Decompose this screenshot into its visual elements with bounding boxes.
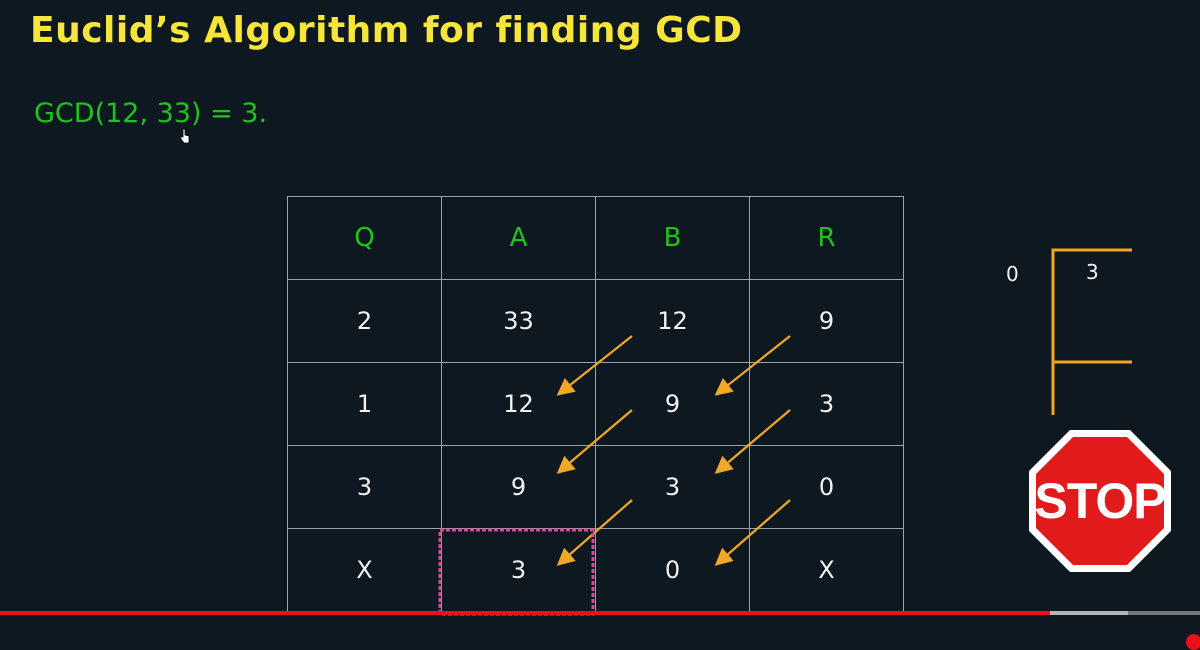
header-q: Q: [287, 196, 442, 280]
cell-r: 3: [749, 362, 904, 446]
division-quotient: 0: [1006, 262, 1019, 286]
cell-a: 12: [441, 362, 596, 446]
arrow-r-to-b: [714, 335, 791, 396]
video-progress-bar[interactable]: [0, 611, 1200, 615]
arrow-b-to-a: [556, 409, 633, 474]
cell-q: 2: [287, 279, 442, 363]
euclid-table: Q A B R 2 33 12 9 1 12 9 3 3 9 3 0 X 3 0…: [287, 196, 904, 612]
division-bracket: [1051, 248, 1132, 415]
progress-played: [0, 611, 1050, 615]
arrow-b-to-a: [556, 499, 633, 566]
cell-q: X: [287, 528, 442, 612]
cell-q: 3: [287, 445, 442, 529]
table-header-row: Q A B R: [287, 196, 904, 280]
cell-r: X: [749, 528, 904, 612]
cell-b: 12: [595, 279, 750, 363]
stop-sign: STOP: [1027, 428, 1173, 574]
arrow-r-to-b: [714, 409, 791, 474]
stop-sign-icon: [1029, 430, 1171, 572]
table-row: 1 12 9 3: [287, 362, 904, 446]
diagonal-arrows: [556, 335, 791, 566]
header-a: A: [441, 196, 596, 280]
gcd-result: GCD(12, 33) = 3.: [34, 98, 268, 129]
arrow-b-to-a: [556, 335, 633, 396]
hand-cursor-icon: [180, 128, 190, 144]
stop-sign-text: STOP: [1034, 473, 1166, 529]
arrow-r-to-b: [714, 499, 791, 566]
slide-title: Euclid’s Algorithm for finding GCD: [30, 10, 743, 51]
table-row: 2 33 12 9: [287, 279, 904, 363]
cell-a-answer: 3: [441, 528, 596, 612]
progress-buffered: [1050, 611, 1128, 615]
header-b: B: [595, 196, 750, 280]
table-row: X 3 0 X: [287, 528, 904, 612]
header-r: R: [749, 196, 904, 280]
scrubber-handle[interactable]: [1186, 634, 1200, 650]
cell-b: 3: [595, 445, 750, 529]
answer-highlight-box: [438, 528, 595, 616]
cell-b: 9: [595, 362, 750, 446]
division-divisor: 3: [1086, 260, 1099, 284]
